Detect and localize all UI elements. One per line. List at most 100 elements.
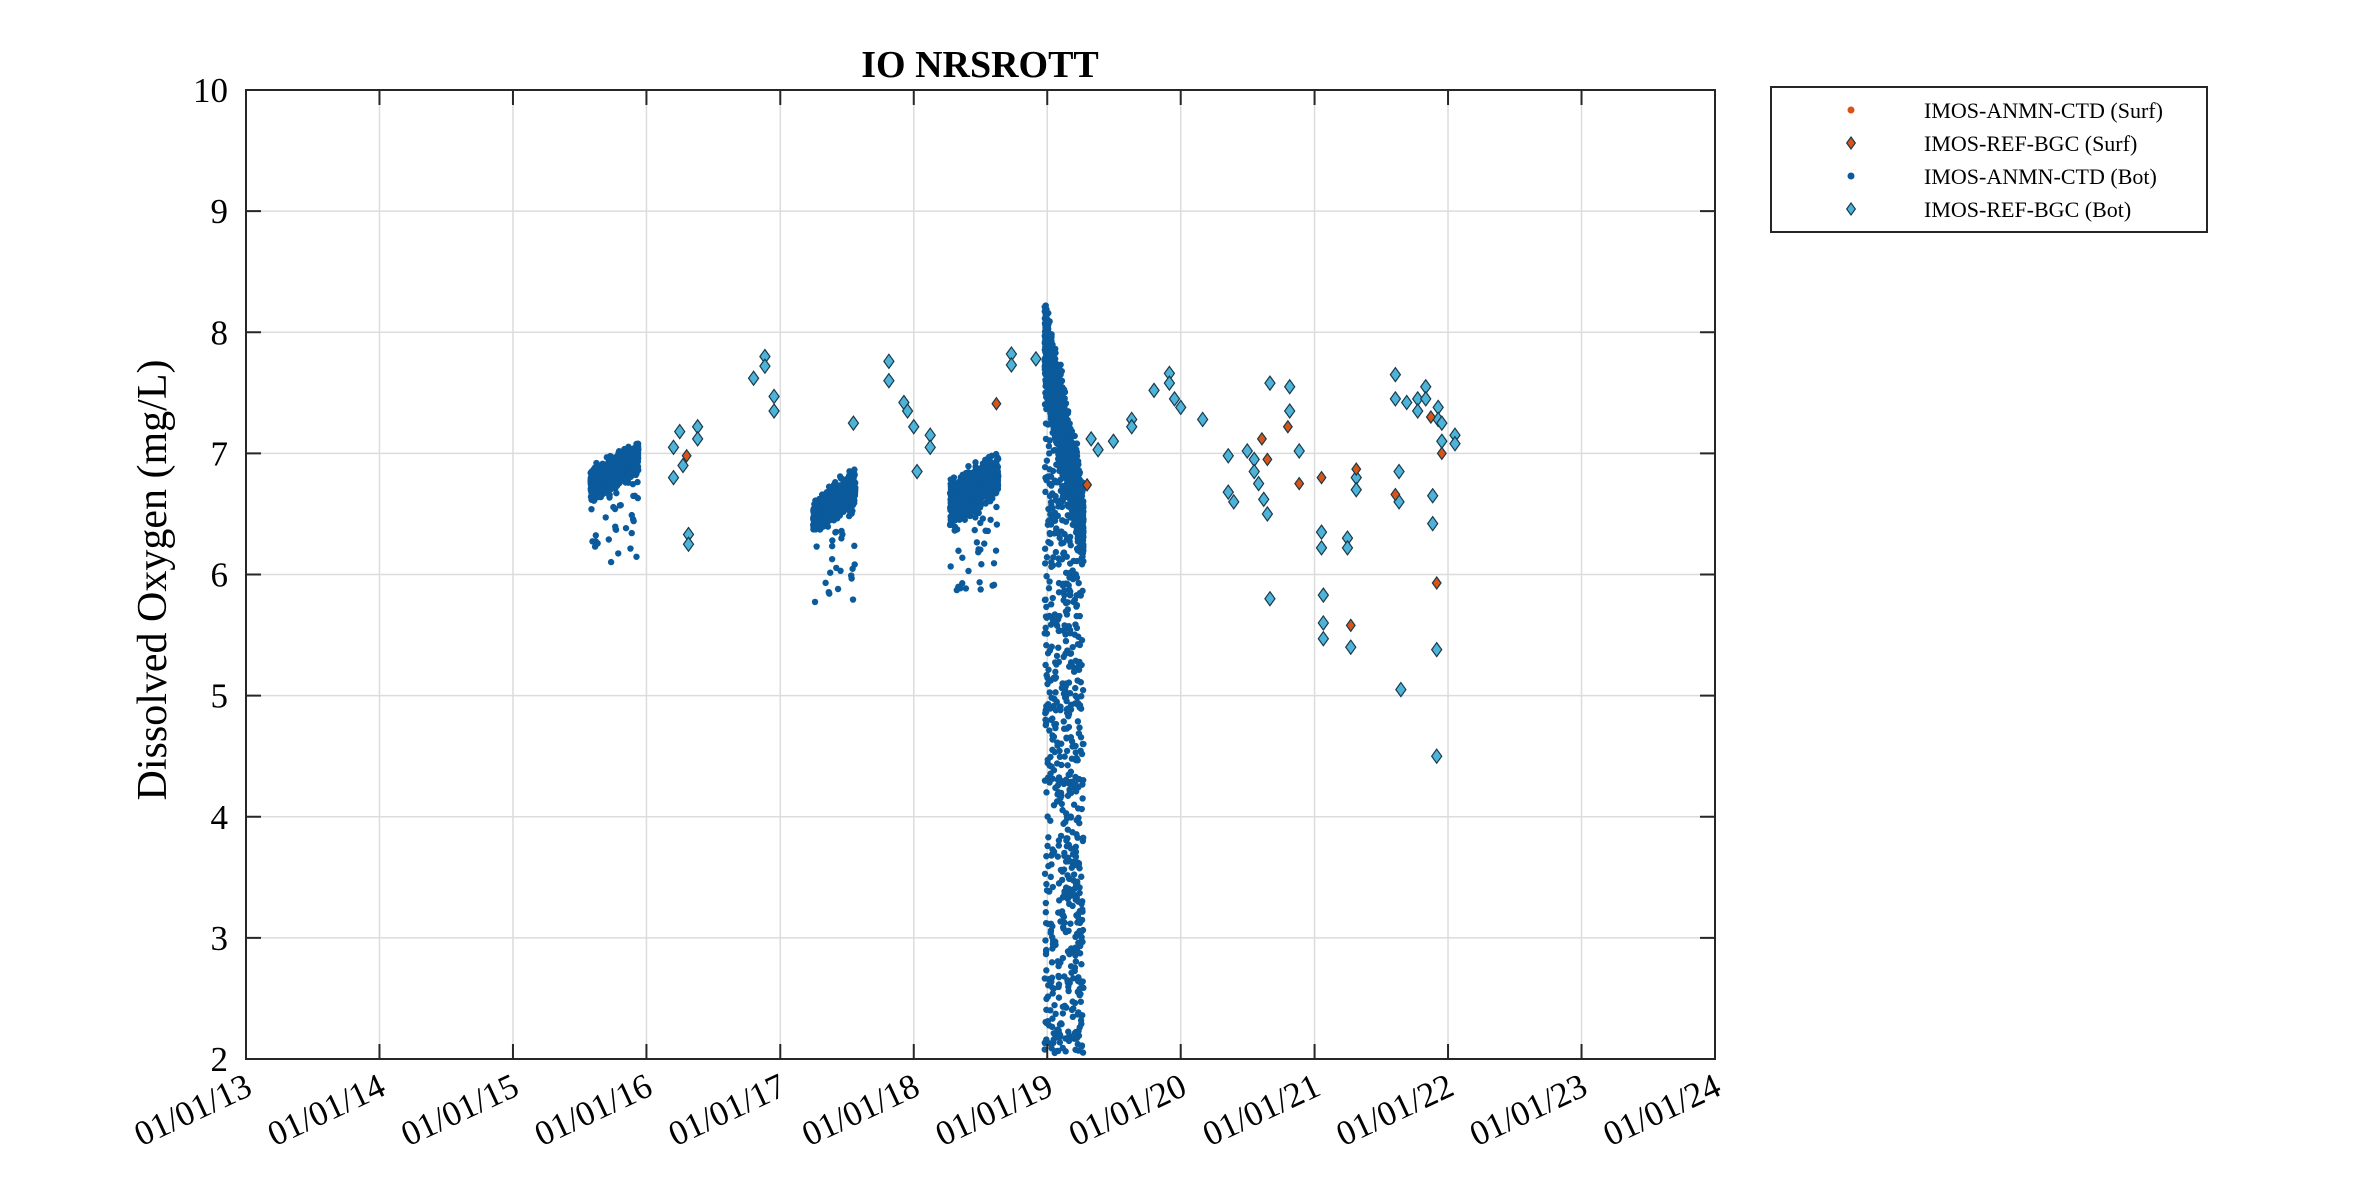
ctd-bot-point xyxy=(849,487,857,494)
ctd-bot-point xyxy=(848,572,855,579)
ctd-bot-point xyxy=(977,519,984,527)
ctd-bot-point xyxy=(1064,948,1072,955)
ctd-bot-point xyxy=(822,579,829,587)
ctd-bot-point xyxy=(591,543,599,550)
ctd-bot-point xyxy=(1047,601,1055,608)
ctd-bot-point xyxy=(1075,666,1083,673)
ctd-bot-point xyxy=(1048,933,1056,941)
ctd-bot-point xyxy=(1058,556,1066,563)
ctd-bot-point xyxy=(1060,820,1067,827)
ctd-bot-point xyxy=(978,494,985,501)
ctd-bot-point xyxy=(1072,621,1079,628)
ctd-bot-point xyxy=(1060,866,1068,873)
ctd-bot-point xyxy=(978,473,985,480)
ctd-bot-point xyxy=(1052,689,1059,696)
ctd-bot-point xyxy=(1052,548,1060,556)
ctd-bot-point xyxy=(589,483,596,490)
ctd-bot-point xyxy=(843,496,850,504)
ctd-bot-point xyxy=(976,579,983,586)
ctd-bot-point xyxy=(829,537,836,544)
ctd-bot-point xyxy=(1043,603,1050,611)
ctd-bot-point xyxy=(987,516,994,523)
ctd-bot-point xyxy=(606,494,613,501)
ctd-bot-point xyxy=(1051,659,1059,666)
ctd-bot-point xyxy=(1056,1030,1063,1037)
ctd-bot-point xyxy=(1066,574,1073,581)
ctd-bot-point xyxy=(816,526,824,533)
ctd-bot-point xyxy=(593,470,600,478)
ctd-bot-point xyxy=(1049,594,1056,602)
ctd-bot-point xyxy=(1058,488,1065,495)
ctd-bot-point xyxy=(962,585,970,592)
ctd-bot-point xyxy=(1047,621,1055,628)
ctd-bot-point xyxy=(587,473,595,481)
ctd-bot-point xyxy=(1072,692,1079,700)
ctd-bot-point xyxy=(605,536,612,543)
ctd-bot-point xyxy=(972,514,979,521)
ctd-bot-point xyxy=(979,462,987,469)
ctd-bot-point xyxy=(1073,601,1081,609)
ctd-bot-point xyxy=(1056,1039,1064,1046)
ctd-bot-point xyxy=(959,473,967,480)
ctd-bot-point xyxy=(1072,843,1080,850)
ctd-bot-point xyxy=(616,502,624,509)
ctd-bot-point xyxy=(1065,622,1073,630)
ctd-bot-point xyxy=(838,527,845,535)
ctd-bot-point xyxy=(1047,873,1054,881)
ctd-bot-point xyxy=(955,547,962,554)
ctd-bot-point xyxy=(952,495,960,503)
ctd-bot-point xyxy=(1044,674,1051,682)
ctd-bot-point xyxy=(977,586,984,593)
ctd-bot-point xyxy=(829,507,837,514)
ctd-bot-point xyxy=(1078,933,1085,941)
ctd-bot-point xyxy=(1042,899,1050,907)
ctd-bot-point xyxy=(1045,976,1052,983)
ctd-bot-point xyxy=(1077,679,1085,686)
ctd-bot-point xyxy=(978,561,985,568)
ctd-bot-point xyxy=(1051,446,1058,454)
ctd-bot-point xyxy=(1051,721,1058,728)
ctd-bot-point xyxy=(990,581,998,589)
ctd-bot-point xyxy=(959,580,966,587)
ctd-bot-point xyxy=(834,498,841,505)
ctd-bot-point xyxy=(947,476,954,483)
ctd-bot-point xyxy=(1067,920,1074,927)
ctd-bot-point xyxy=(827,501,834,509)
ctd-bot-point xyxy=(1074,913,1082,921)
ctd-bot-point xyxy=(1042,435,1050,443)
ctd-bot-point xyxy=(972,459,979,466)
ctd-bot-point xyxy=(825,588,832,596)
ctd-bot-point xyxy=(1057,918,1064,925)
ctd-bot-point xyxy=(628,511,635,519)
ctd-bot-point xyxy=(603,454,611,461)
ctd-bot-point xyxy=(1076,991,1083,999)
ctd-bot-point xyxy=(1043,554,1051,561)
ctd-bot-point xyxy=(1056,753,1064,761)
ctd-bot-point xyxy=(1059,1044,1066,1052)
ctd-bot-point xyxy=(1046,689,1053,696)
ctd-bot-point xyxy=(1078,873,1085,880)
ctd-bot-point xyxy=(1048,959,1056,966)
ctd-bot-point xyxy=(1055,589,1063,596)
ctd-bot-point xyxy=(831,485,838,493)
ctd-bot-point xyxy=(982,527,989,534)
ctd-bot-point xyxy=(1077,1017,1085,1024)
ctd-bot-point xyxy=(1053,760,1061,767)
ctd-bot-point xyxy=(969,482,976,490)
ctd-bot-point xyxy=(1079,908,1086,915)
ctd-bot-point xyxy=(1045,834,1052,841)
ctd-bot-point xyxy=(1055,909,1062,916)
ctd-bot-point xyxy=(1075,1009,1082,1016)
ctd-bot-point xyxy=(1061,753,1068,760)
ctd-bot-point xyxy=(594,490,602,497)
ctd-bot-point xyxy=(603,471,610,478)
ctd-bot-point xyxy=(1075,579,1082,587)
ctd-bot-point xyxy=(613,489,620,497)
ctd-bot-point xyxy=(1071,700,1079,707)
ctd-bot-point xyxy=(986,488,994,495)
ctd-bot-point xyxy=(602,514,609,521)
ctd-bot-point xyxy=(813,501,821,508)
ctd-bot-point xyxy=(1079,898,1086,905)
ctd-bot-point xyxy=(1046,647,1054,654)
ctd-bot-point xyxy=(837,567,844,575)
